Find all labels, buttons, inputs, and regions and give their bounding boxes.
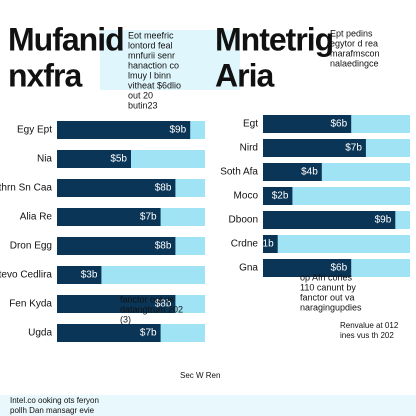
note: 110 canunt by xyxy=(300,282,356,292)
subtitle: egytor d rea xyxy=(330,38,378,48)
value-label: $5b xyxy=(110,154,127,165)
bar xyxy=(57,121,191,139)
category-label: Egy Ept xyxy=(17,125,52,136)
subtitle: vitheat $6dlio xyxy=(128,80,181,90)
note: (3) xyxy=(120,314,131,324)
bar xyxy=(57,150,131,168)
value-label: $9b xyxy=(375,215,392,226)
note: fanctor out va xyxy=(300,292,355,302)
category-label: Egt xyxy=(243,119,258,130)
source: Sec W Ren xyxy=(180,371,220,380)
bar xyxy=(57,237,176,255)
subtitle: Eot meefric xyxy=(128,30,174,40)
bar xyxy=(57,266,102,284)
title-highlight xyxy=(100,30,240,90)
bar-track xyxy=(263,187,410,205)
note: naragingupdies xyxy=(300,302,362,312)
subtitle: out 20 xyxy=(128,90,153,100)
value-label: $8b xyxy=(155,299,172,310)
value-label: $3b xyxy=(81,270,98,281)
category-label: Nia xyxy=(37,154,52,165)
value-label: $7b xyxy=(345,143,362,154)
subtitle: mnfurii senr xyxy=(128,50,175,60)
subtitle: butin23 xyxy=(128,100,158,110)
bar xyxy=(263,259,352,277)
bar xyxy=(263,211,396,229)
subtitle: lmuy l binn xyxy=(128,70,171,80)
value-label: $7b xyxy=(140,212,157,223)
bar xyxy=(57,295,176,313)
category-label: Dboon xyxy=(229,215,258,226)
subtitle: Ept pedins xyxy=(330,28,373,38)
category-label: Moco xyxy=(234,191,259,202)
subtitle: lontord feal xyxy=(128,40,173,50)
category-label: Ugda xyxy=(28,328,52,339)
note: Renvalue at 012 xyxy=(340,321,399,330)
value-label: $2b xyxy=(272,191,289,202)
category-label: Gna xyxy=(239,263,258,274)
category-label: Otevo Cedlira xyxy=(0,270,52,281)
chart-title: Mufanid xyxy=(8,21,124,57)
chart-title: nxfra xyxy=(8,57,82,93)
category-label: Fen Kyda xyxy=(9,299,52,310)
value-label: $8b xyxy=(155,183,172,194)
value-label: $4b xyxy=(301,167,318,178)
bar xyxy=(263,235,278,253)
value-label: $9b xyxy=(170,125,187,136)
footer-band xyxy=(0,395,416,416)
note: ines vus th 202 xyxy=(340,331,394,340)
category-label: Soth Afa xyxy=(220,167,258,178)
value-label: $1b xyxy=(257,239,274,250)
category-label: Dron Egg xyxy=(10,241,52,252)
subtitle: hanaction co xyxy=(128,60,179,70)
bar xyxy=(57,179,176,197)
subtitle: nalaedingce xyxy=(330,58,379,68)
bar xyxy=(263,163,322,181)
footer-text: pollh Dan mansagr evie xyxy=(10,406,95,415)
note: op Afri cories xyxy=(300,272,353,282)
bar xyxy=(263,139,366,157)
bar xyxy=(263,115,352,133)
footer-text: Intel.co ooking ots feryon xyxy=(10,396,99,405)
category-label: Alia Re xyxy=(20,212,53,223)
category-label: Crdne xyxy=(231,239,259,250)
bar xyxy=(263,187,293,205)
category-label: Southrn Sn Caa xyxy=(0,183,52,194)
subtitle: marafmscon xyxy=(330,48,380,58)
chart-title: Mntetrig xyxy=(215,21,333,57)
note: fanctor out vs xyxy=(120,294,175,304)
value-label: $6b xyxy=(331,263,348,274)
chart-title: Aria xyxy=(215,57,274,93)
note: datangtrum 202 xyxy=(120,304,183,314)
bar xyxy=(57,208,161,226)
value-label: $7b xyxy=(140,328,157,339)
bar xyxy=(57,324,161,342)
value-label: $6b xyxy=(331,119,348,130)
category-label: Nird xyxy=(240,143,258,154)
value-label: $8b xyxy=(155,241,172,252)
bar-track xyxy=(263,235,410,253)
